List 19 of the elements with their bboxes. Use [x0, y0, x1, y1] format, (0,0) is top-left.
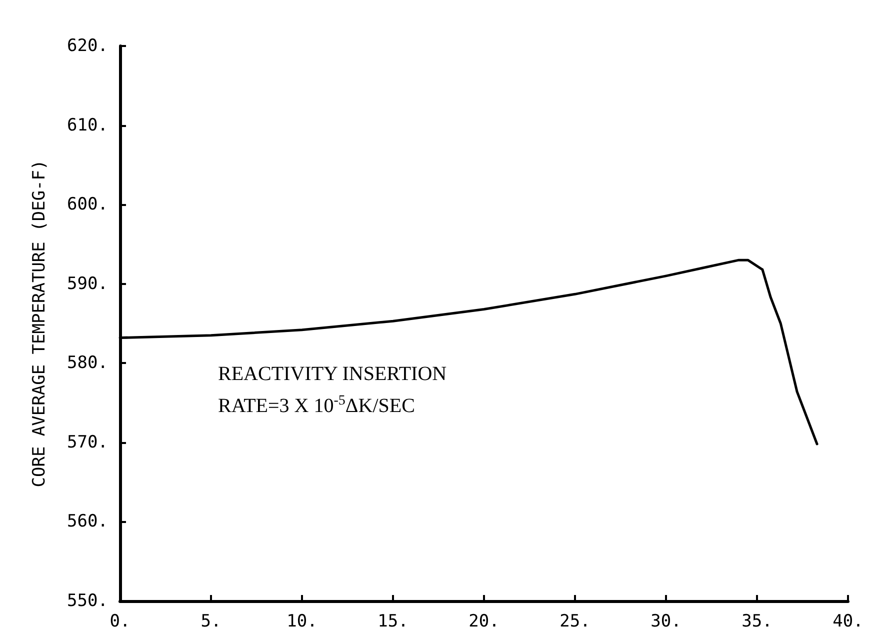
- x-tick-label: 15.: [378, 612, 408, 632]
- x-tick-label: 40.: [832, 612, 864, 632]
- x-tick-label: 30.: [650, 612, 682, 632]
- y-tick-label: 560.: [67, 512, 108, 532]
- x-tick-label: 5.: [200, 612, 222, 632]
- y-tick-label: 620.: [67, 36, 108, 56]
- y-tick-label: 610.: [67, 115, 108, 136]
- y-tick-label: 550.: [67, 591, 108, 611]
- x-tick-label: 0.: [110, 612, 130, 632]
- x-tick-label: 25.: [560, 612, 590, 632]
- annotation: REACTIVITY INSERTION RATE=3 X 10$^{-5}$ΔK/SEC: [218, 362, 447, 419]
- y-tick-label: 570.: [67, 432, 108, 452]
- y-axis-title: CORE AVERAGE TEMPERATURE (DEG-F): [30, 160, 50, 488]
- y-tick-label: 580.: [67, 353, 108, 374]
- y-tick-label: 590.: [67, 274, 108, 294]
- x-tick-label: 20.: [468, 612, 500, 632]
- y-tick-label: 600.: [67, 194, 108, 215]
- x-tick-label: 10.: [286, 612, 318, 632]
- x-tick-label: 35.: [742, 612, 772, 632]
